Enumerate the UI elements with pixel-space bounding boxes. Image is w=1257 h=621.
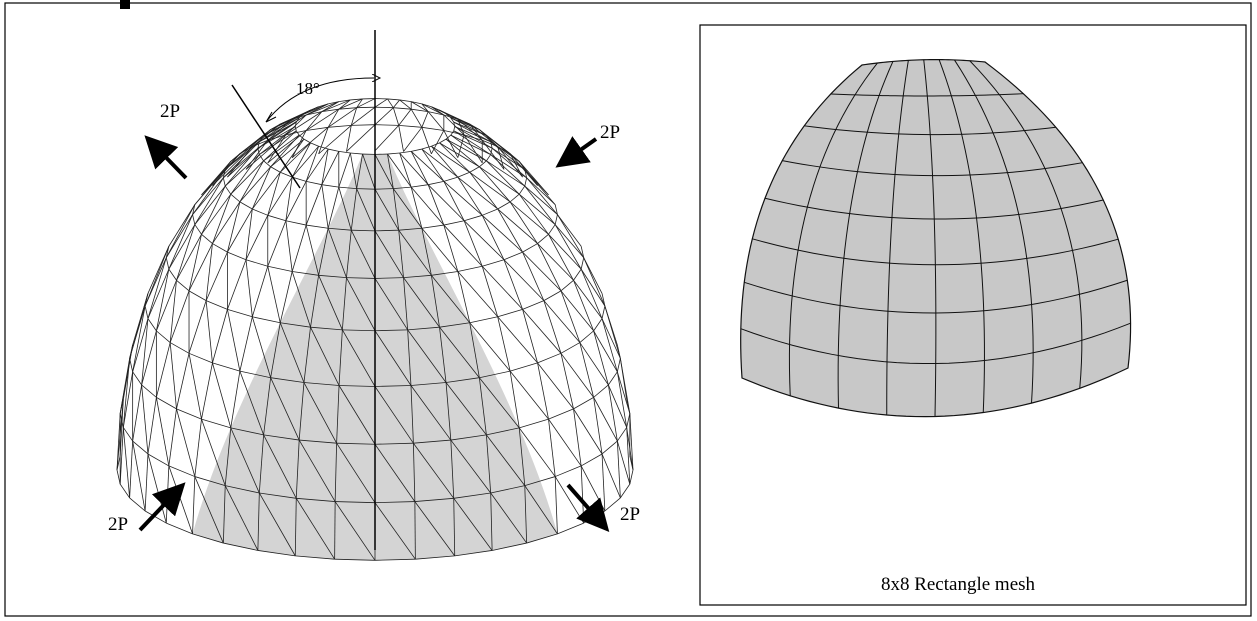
- corner-mark: [120, 0, 130, 9]
- mesh-edge: [375, 189, 393, 190]
- load-arrow: [150, 141, 186, 178]
- load-arrow: [562, 139, 596, 163]
- mesh-edge: [357, 107, 375, 108]
- mesh-edge: [393, 108, 411, 110]
- mesh-edge: [306, 102, 339, 115]
- mesh-edge: [375, 107, 393, 108]
- mesh-edge: [387, 99, 393, 108]
- caption: 8x8 Rectangle mesh: [881, 574, 1036, 595]
- load-label: 2P: [600, 122, 620, 143]
- load-label: 2P: [620, 504, 640, 525]
- load-label: 2P: [108, 514, 128, 535]
- load-label: 2P: [160, 101, 180, 122]
- rect-mesh: [741, 60, 1131, 417]
- angle-label: 18°: [296, 79, 320, 98]
- mesh-edge: [393, 100, 399, 108]
- figure: 18° 2P 2P 2P 2P 8x8 Rectangle mesh: [0, 0, 1257, 621]
- mesh-edge: [375, 99, 387, 107]
- mesh-edge: [357, 189, 375, 190]
- mesh-edge: [387, 99, 399, 100]
